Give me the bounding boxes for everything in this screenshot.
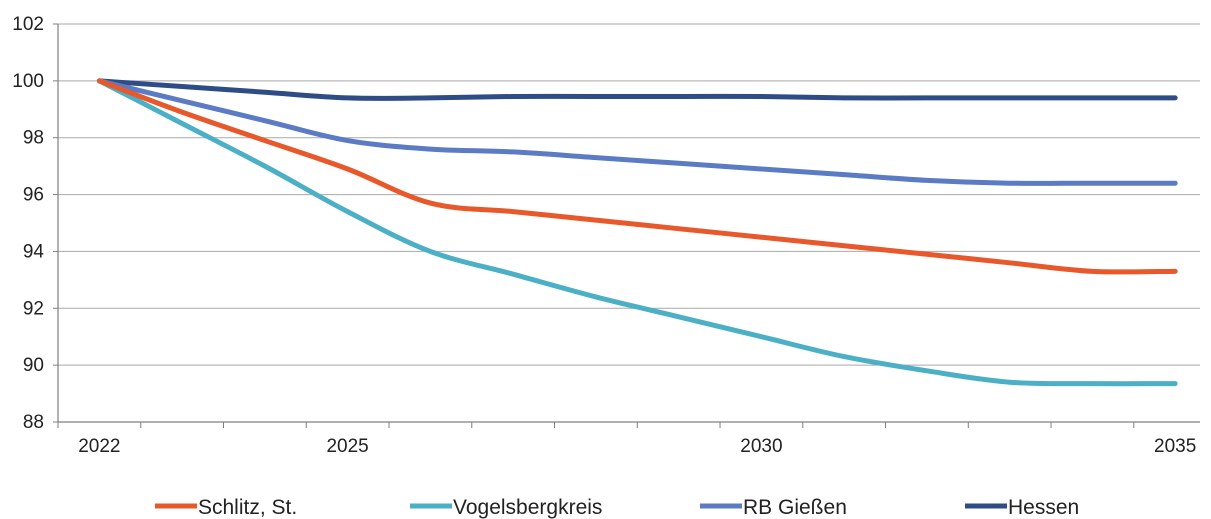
x-tick-labels: 2022 2025 2030 2035 [78, 436, 1196, 457]
legend-item-rb-gie-en: RB Gießen [700, 496, 847, 519]
y-tick-label: 96 [23, 185, 44, 206]
x-tick-label: 2025 [326, 436, 368, 457]
series-line-vogelsbergkreis [96, 78, 1178, 387]
y-tick-label: 90 [23, 355, 44, 376]
y-tick-label: 100 [12, 71, 44, 92]
legend: Schlitz, St. Vogelsbergkreis RB Gießen Hess… [155, 496, 1079, 519]
y-tick-label: 88 [23, 412, 44, 433]
y-tick-labels: 88 90 92 94 96 98 100 102 [12, 14, 44, 433]
x-tick-label: 2030 [740, 436, 782, 457]
x-tick-label: 2022 [78, 436, 120, 457]
legend-label: Vogelsbergkreis [453, 496, 602, 519]
y-tick-label: 92 [23, 298, 44, 319]
axes [53, 23, 1200, 428]
legend-item-hessen: Hessen [965, 496, 1079, 519]
grid-lines [58, 23, 1200, 366]
y-tick-label: 94 [23, 241, 45, 262]
y-tick-label: 98 [23, 128, 44, 149]
series-lines [96, 78, 1178, 387]
legend-label: RB Gießen [743, 496, 847, 519]
legend-item-schlitz-st: Schlitz, St. [155, 496, 297, 519]
x-tick-label: 2035 [1154, 436, 1196, 457]
legend-label: Schlitz, St. [198, 496, 297, 519]
legend-item-vogelsbergkreis: Vogelsbergkreis [410, 496, 602, 519]
series-line-schlitz-st [96, 78, 1178, 275]
series-line-rb-gie-en [96, 78, 1178, 186]
legend-label: Hessen [1008, 496, 1079, 519]
series-line-hessen [96, 78, 1178, 101]
y-tick-label: 102 [12, 14, 44, 35]
